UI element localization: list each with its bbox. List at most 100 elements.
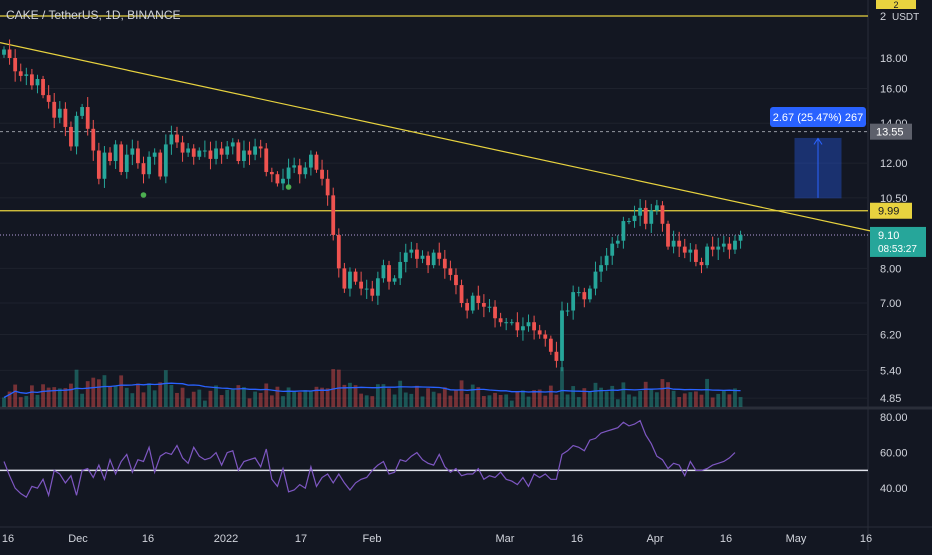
volume-bar <box>348 382 352 407</box>
top-line-tag <box>876 0 916 9</box>
volume-bar <box>102 375 107 407</box>
candle-body <box>532 322 536 331</box>
volume-bar <box>548 385 553 407</box>
candle-body <box>392 278 397 282</box>
volume-bar <box>705 378 709 407</box>
candle-body <box>13 58 18 72</box>
candle-body <box>576 292 581 294</box>
volume-bar <box>297 392 302 407</box>
candle-body <box>314 154 319 170</box>
volume-bar <box>671 390 676 407</box>
level-tag-low-text: 9.99 <box>878 206 899 218</box>
candle-body <box>46 95 51 102</box>
volume-bar <box>470 384 475 407</box>
volume-bar <box>582 388 587 407</box>
candle-body <box>694 249 698 262</box>
candle-body <box>30 74 34 86</box>
volume-bar <box>465 394 470 407</box>
candle-body <box>498 318 503 323</box>
candle-body <box>526 322 531 327</box>
volume-bar <box>152 390 157 407</box>
candle-body <box>582 292 587 300</box>
candle-body <box>671 240 676 247</box>
volume-bar <box>493 392 497 407</box>
level-tag-low <box>870 202 912 219</box>
volume-bar <box>180 387 185 407</box>
chart-title: CAKE / TetherUS, 1D, BINANCE <box>6 8 181 22</box>
volume-bar <box>41 384 45 407</box>
candle-body <box>515 322 520 331</box>
volume-bar <box>80 393 85 407</box>
volume-bar <box>565 394 570 407</box>
volume-bar <box>593 382 598 407</box>
rsi-line <box>3 419 736 498</box>
volume-bar <box>716 393 721 407</box>
candle-body <box>638 207 643 216</box>
volume-bar <box>208 390 213 407</box>
candle-body <box>437 252 442 259</box>
volume-bar <box>314 386 319 407</box>
volume-bar <box>286 387 291 407</box>
volume-bar <box>275 386 280 407</box>
volume-bar <box>85 381 90 407</box>
candle-body <box>738 234 743 241</box>
candle-body <box>91 128 96 151</box>
drawings[interactable]: 2.67 (25.47%) 267 <box>770 107 866 199</box>
candle-body <box>225 146 230 155</box>
candle-body <box>35 79 40 86</box>
candle-body <box>593 271 598 289</box>
volume-bar <box>521 390 525 407</box>
measure-label: 2.67 (25.47%) 267 <box>773 112 864 124</box>
candle-body <box>136 148 140 164</box>
top-tick-label: 2 <box>880 11 886 23</box>
time-tick-label: 16 <box>860 533 872 545</box>
candle-body <box>599 265 603 272</box>
volume-bar <box>694 391 698 407</box>
volume-bar <box>560 367 564 407</box>
price-tick-label: 10.50 <box>880 193 908 205</box>
level-tag-high-text: 13.55 <box>876 127 904 139</box>
volume-bar <box>24 395 29 407</box>
candle-body <box>403 252 408 262</box>
candle-body <box>604 255 609 266</box>
candle-body <box>426 255 430 266</box>
rsi-tick-label: 40.00 <box>880 483 908 495</box>
descending-trendline <box>0 42 877 233</box>
candle-body <box>236 142 241 162</box>
time-tick-label: May <box>786 533 807 545</box>
candle-body <box>454 274 458 286</box>
volume-bar <box>426 388 430 407</box>
candle-body <box>69 126 73 147</box>
candle-body <box>242 150 246 162</box>
candle-body <box>258 146 263 149</box>
volume-bar <box>504 394 509 407</box>
candle-body <box>147 156 151 175</box>
candle-body <box>202 150 207 152</box>
volume-bar <box>666 382 670 407</box>
volume-bar <box>649 389 654 407</box>
level-tag-high <box>870 123 912 140</box>
candle-body <box>180 142 185 153</box>
volume-bar <box>57 388 62 407</box>
candle-body <box>163 144 168 177</box>
candle-body <box>247 150 252 155</box>
volume-bar <box>532 390 536 407</box>
candle-body <box>297 165 302 175</box>
volume-bar <box>610 385 615 407</box>
volume-bar <box>431 391 436 407</box>
candle-body <box>705 246 709 266</box>
volume-bar <box>627 394 631 407</box>
signal-dot <box>285 184 292 190</box>
candle-body <box>102 152 107 179</box>
volume-bar <box>643 381 648 407</box>
volume-bar <box>677 397 682 407</box>
volume-bar <box>225 389 230 407</box>
candle-body <box>621 221 626 241</box>
volume-bar <box>175 392 179 407</box>
volume-bar <box>621 382 626 407</box>
time-tick-label: 16 <box>720 533 732 545</box>
volume-bar <box>359 393 364 407</box>
time-tick-label: Mar <box>496 533 515 545</box>
